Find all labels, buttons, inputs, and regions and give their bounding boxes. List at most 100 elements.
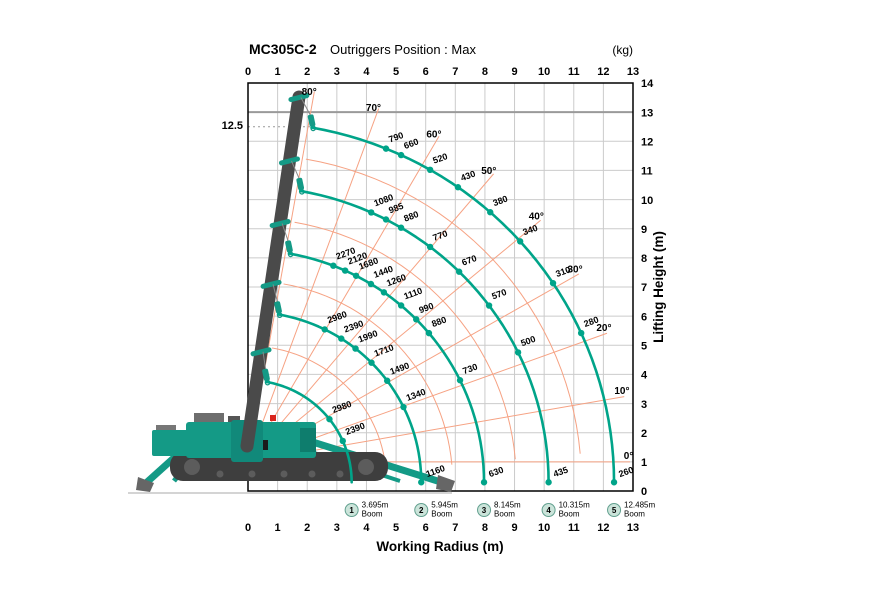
right-axis-tick: 0: [641, 486, 647, 498]
load-value-label: 770: [431, 228, 449, 243]
plot-border: [247, 82, 634, 492]
load-value-label: 2390: [343, 318, 365, 334]
bottom-axis-tick: 11: [568, 522, 580, 534]
right-axis-tick: 7: [641, 282, 647, 294]
top-axis-tick: 3: [334, 66, 340, 78]
boom-angle-label: 20°: [596, 323, 611, 334]
right-axis-tick: 8: [641, 253, 647, 265]
right-axis-tick: 3: [641, 399, 647, 411]
bottom-axis-tick: 8: [482, 522, 488, 534]
load-value-label: 730: [461, 362, 479, 377]
capacity-curves: 2980239029802390199017101490134011602270…: [264, 126, 635, 486]
right-axis-tick: 11: [641, 166, 653, 178]
boom-angle-labels: 0° 10° 20° 30° 40° 50° 60° 70° 80°: [302, 87, 634, 462]
svg-text:12.485m: 12.485m: [624, 501, 655, 510]
load-value-label: 380: [492, 194, 510, 209]
right-axis-tick: 2: [641, 428, 647, 440]
svg-text:Boom: Boom: [624, 510, 645, 519]
top-axis-tick: 4: [363, 66, 370, 78]
load-value-label: 1340: [405, 387, 427, 403]
chart-title-subtitle: Outriggers Position : Max: [330, 42, 476, 57]
bottom-axis-tick: 10: [538, 522, 550, 534]
boom-angle-label: 10°: [614, 386, 629, 397]
load-value-label: 2980: [331, 399, 353, 415]
load-value-label: 260: [617, 465, 635, 480]
bottom-axis-tick: 7: [452, 522, 458, 534]
right-axis-tick: 12: [641, 136, 653, 148]
top-axis-tick: 0: [245, 66, 251, 78]
top-axis-tick: 11: [568, 66, 580, 78]
right-axis-tick: 14: [641, 78, 654, 90]
svg-text:4: 4: [546, 506, 551, 515]
load-value-label: 660: [402, 136, 420, 151]
right-axis-tick: 13: [641, 107, 653, 119]
bottom-axis-tick: 4: [363, 522, 370, 534]
boom-angle-label: 70°: [366, 103, 381, 114]
svg-text:1: 1: [349, 506, 354, 515]
crane-illustration: [128, 90, 455, 494]
svg-text:5: 5: [612, 506, 617, 515]
bottom-axis-tick: 6: [423, 522, 429, 534]
boom-angle-label: 50°: [481, 166, 496, 177]
svg-text:Boom: Boom: [559, 510, 580, 519]
top-axis-tick: 7: [452, 66, 458, 78]
load-value-label: 990: [417, 301, 435, 316]
y-axis-title: Lifting Height (m): [651, 231, 666, 343]
top-axis-tick: 13: [627, 66, 639, 78]
top-axis-tick: 5: [393, 66, 399, 78]
load-value-label: 520: [431, 151, 449, 166]
svg-text:3.695m: 3.695m: [362, 501, 389, 510]
load-value-label: 280: [582, 314, 600, 329]
boom-angle-label: 0°: [624, 451, 634, 462]
load-value-label: 630: [487, 465, 505, 480]
boom-angle-label: 60°: [426, 130, 441, 141]
svg-text:Boom: Boom: [431, 510, 452, 519]
svg-text:2: 2: [419, 506, 424, 515]
top-axis-tick: 12: [597, 66, 609, 78]
load-value-label: 880: [402, 209, 420, 224]
top-axis-tick: 1: [275, 66, 281, 78]
svg-text:Boom: Boom: [362, 510, 383, 519]
load-value-label: 310: [554, 264, 572, 279]
axis-ticks: 0011223344556677889910101111121213130123…: [245, 66, 654, 534]
load-value-label: 1110: [402, 285, 423, 301]
bottom-axis-tick: 2: [304, 522, 310, 534]
right-axis-tick: 5: [641, 340, 647, 352]
load-value-label: 340: [521, 223, 539, 238]
right-axis-tick: 1: [641, 457, 647, 469]
bottom-axis-tick: 13: [627, 522, 639, 534]
load-value-label: 790: [387, 130, 405, 145]
svg-text:10.315m: 10.315m: [559, 501, 590, 510]
bottom-axis-tick: 5: [393, 522, 399, 534]
svg-text:Boom: Boom: [494, 510, 515, 519]
load-value-label: 430: [459, 169, 477, 184]
load-value-label: 2390: [344, 421, 366, 437]
svg-text:8.145m: 8.145m: [494, 501, 521, 510]
bottom-axis-tick: 3: [334, 522, 340, 534]
load-value-label: 670: [460, 253, 478, 268]
chart-title-model: MC305C-2: [249, 41, 317, 57]
load-value-label: 435: [552, 465, 570, 480]
x-axis-title: Working Radius (m): [376, 539, 503, 554]
svg-text:3: 3: [482, 506, 487, 515]
load-value-label: 500: [519, 334, 537, 349]
top-axis-tick: 9: [511, 66, 517, 78]
boom-angle-label: 80°: [302, 87, 317, 98]
svg-text:5.945m: 5.945m: [431, 501, 458, 510]
bottom-axis-tick: 1: [275, 522, 281, 534]
top-axis-tick: 6: [423, 66, 429, 78]
load-value-label: 985: [387, 201, 405, 216]
boom-angle-label: 40°: [529, 212, 544, 223]
right-axis-tick: 4: [641, 370, 648, 382]
right-axis-tick: 6: [641, 311, 647, 323]
bottom-axis-tick: 12: [597, 522, 609, 534]
top-axis-tick: 10: [538, 66, 550, 78]
load-value-label: 570: [490, 287, 508, 302]
